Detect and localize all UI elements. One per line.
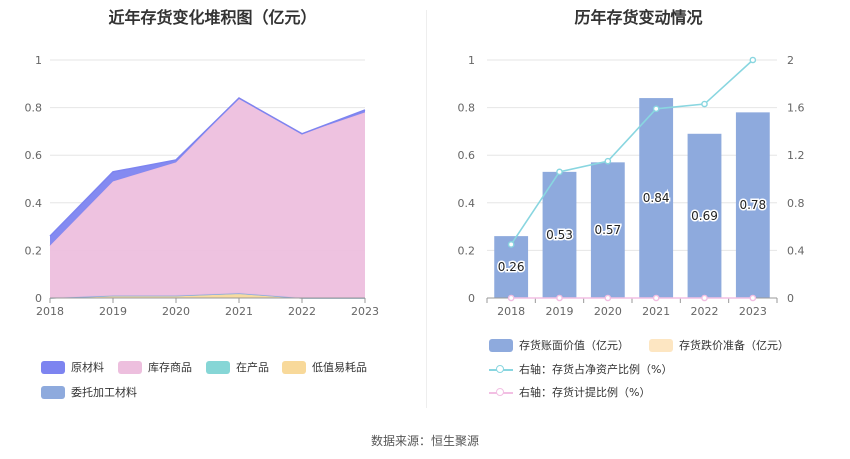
bar-data-label: 0.53 xyxy=(546,228,573,242)
legend-item-provision-ratio[interactable]: 右轴：存货计提比例（%） xyxy=(489,384,650,400)
y-tick-label: 1 xyxy=(35,54,42,67)
legend-label: 存货跌价准备（亿元） xyxy=(679,339,789,352)
x-tick-label: 2018 xyxy=(36,305,64,318)
legend-line-swatch xyxy=(489,386,513,399)
right-bar-line-chart: 0 0 0.2 0.4 0.4 0.8 0.6 1.2 0.8 1.6 1 2 0.26 0.53 0.57… xyxy=(458,54,805,318)
legend-swatch xyxy=(649,338,673,352)
legend-swatch xyxy=(118,360,142,374)
legend-label: 在产品 xyxy=(236,361,269,374)
legend-item-work-in-progress[interactable]: 在产品 xyxy=(206,359,269,375)
x-tick-label: 2020 xyxy=(594,305,622,318)
legend-swatch xyxy=(41,360,65,374)
legend-line-swatch xyxy=(489,363,513,376)
x-tick-label: 2020 xyxy=(162,305,190,318)
y-tick-label: 1 xyxy=(468,54,475,67)
line-point xyxy=(507,241,515,248)
y2-tick-label: 0.8 xyxy=(787,197,805,210)
line-point xyxy=(701,100,708,108)
right-chart-title: 历年存货变动情况 xyxy=(574,8,703,27)
y-tick-label: 0.6 xyxy=(25,149,43,162)
bar xyxy=(687,133,722,298)
y2-tick-label: 0 xyxy=(787,292,794,305)
legend-label: 右轴：存货占净资产比例（%） xyxy=(519,363,673,376)
legend-item-consigned-processing[interactable]: 委托加工材料 xyxy=(41,384,137,400)
line-point xyxy=(604,157,612,165)
y-tick-label: 0.2 xyxy=(25,244,43,257)
line-point xyxy=(701,294,708,302)
x-tick-label: 2022 xyxy=(691,305,719,318)
line-point xyxy=(652,294,660,302)
left-chart-panel: 近年存货变化堆积图（亿元） 0 0.2 0.4 0.6 0.8 1 2018 2019 2020… xyxy=(0,0,425,410)
legend-label: 委托加工材料 xyxy=(71,386,137,399)
legend-swatch xyxy=(41,385,65,399)
legend-item-book-value[interactable]: 存货账面价值（亿元） xyxy=(489,337,629,353)
legend-swatch xyxy=(489,338,513,352)
line-point xyxy=(604,294,612,302)
line-point xyxy=(749,294,757,302)
x-tick-label: 2021 xyxy=(225,305,253,318)
panel-divider xyxy=(426,10,427,408)
x-tick-label: 2022 xyxy=(288,305,316,318)
y2-tick-label: 1.2 xyxy=(787,149,805,162)
legend-label: 右轴：存货计提比例（%） xyxy=(519,386,651,399)
legend-swatch xyxy=(206,360,230,374)
area-series xyxy=(50,98,365,298)
bar-data-label: 0.69 xyxy=(691,209,718,223)
y-tick-label: 0.4 xyxy=(25,197,43,210)
legend-swatch xyxy=(282,360,306,374)
y-tick-label: 0 xyxy=(468,292,475,305)
area-series-edge xyxy=(49,97,366,237)
line-series xyxy=(510,59,754,245)
legend-label: 存货账面价值（亿元） xyxy=(519,339,629,352)
x-tick-label: 2019 xyxy=(99,305,127,318)
y2-tick-label: 2 xyxy=(787,54,794,67)
x-tick-label: 2019 xyxy=(546,305,574,318)
bar xyxy=(735,112,770,298)
bar xyxy=(639,98,674,298)
y2-tick-label: 0.4 xyxy=(787,244,805,257)
x-tick-label: 2023 xyxy=(739,305,767,318)
line-point xyxy=(556,294,563,302)
y-tick-label: 0.8 xyxy=(458,102,476,115)
left-stacked-area-chart: 0 0.2 0.4 0.6 0.8 1 2018 2019 2020 2021 2022 2023 xyxy=(25,54,380,318)
y2-tick-label: 1.6 xyxy=(787,102,805,115)
y-tick-label: 0.6 xyxy=(458,149,476,162)
legend-item-low-value-consumables[interactable]: 低值易耗品 xyxy=(282,359,367,375)
right-chart-legend: 存货账面价值（亿元） 存货跌价准备（亿元） 右轴：存货占净资产比例（%） 右轴：… xyxy=(427,0,850,410)
bar xyxy=(542,171,577,298)
legend-item-impairment[interactable]: 存货跌价准备（亿元） xyxy=(649,337,789,353)
bar-data-label: 0.78 xyxy=(739,198,766,212)
legend-label: 库存商品 xyxy=(148,361,192,374)
bar-data-label: 0.84 xyxy=(643,191,670,205)
bar-data-label: 0.26 xyxy=(498,260,525,274)
data-source-note: 数据来源：恒生聚源 xyxy=(370,434,479,448)
legend-item-finished-goods[interactable]: 库存商品 xyxy=(118,359,192,375)
y-tick-label: 0.8 xyxy=(25,102,43,115)
line-point xyxy=(556,168,563,176)
x-tick-label: 2023 xyxy=(351,305,379,318)
legend-item-net-asset-ratio[interactable]: 右轴：存货占净资产比例（%） xyxy=(489,361,672,377)
y-tick-label: 0 xyxy=(35,292,42,305)
right-chart-panel: 历年存货变动情况 0 0 0.2 0.4 0.4 0.8 0.6 1.2 0.8 1.6 1 2 0.2… xyxy=(427,0,850,410)
x-tick-label: 2021 xyxy=(642,305,670,318)
legend-label: 低值易耗品 xyxy=(312,361,367,374)
line-point xyxy=(507,294,515,302)
line-point xyxy=(749,56,757,64)
legend-item-raw-material[interactable]: 原材料 xyxy=(41,359,104,375)
y-tick-label: 0.2 xyxy=(458,244,476,257)
y-tick-label: 0.4 xyxy=(458,197,476,210)
left-chart-legend: 原材料 库存商品 在产品 低值易耗品 委托加工材料 xyxy=(0,0,425,410)
bar-data-label: 0.57 xyxy=(594,223,621,237)
line-point xyxy=(652,105,660,113)
left-chart-title: 近年存货变化堆积图（亿元） xyxy=(108,8,317,27)
legend-label: 原材料 xyxy=(71,361,104,374)
bar xyxy=(590,162,625,298)
x-tick-label: 2018 xyxy=(497,305,525,318)
